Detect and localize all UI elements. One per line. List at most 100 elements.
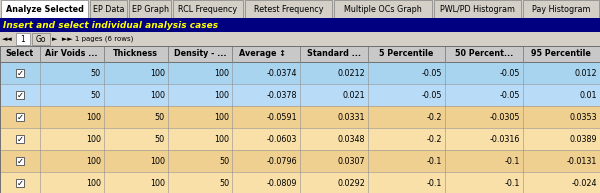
Bar xyxy=(434,0,521,18)
Text: EP Data: EP Data xyxy=(93,4,124,14)
Text: -0.1: -0.1 xyxy=(504,179,520,188)
Text: -0.0305: -0.0305 xyxy=(489,113,520,122)
Bar xyxy=(16,135,24,143)
Text: -0.0809: -0.0809 xyxy=(266,179,297,188)
Text: 100: 100 xyxy=(86,157,101,166)
Text: EP Graph: EP Graph xyxy=(131,4,169,14)
Text: Air Voids ...: Air Voids ... xyxy=(46,49,98,58)
Text: Retest Frequency: Retest Frequency xyxy=(254,4,323,14)
Text: Thickness: Thickness xyxy=(113,49,158,58)
Bar xyxy=(0,32,600,46)
Text: 100: 100 xyxy=(214,91,229,100)
Text: ►  ►► 1 pages (6 rows): ► ►► 1 pages (6 rows) xyxy=(52,36,133,42)
Text: Average ↕: Average ↕ xyxy=(239,49,286,58)
Text: -0.024: -0.024 xyxy=(571,179,597,188)
Text: 50 Percent...: 50 Percent... xyxy=(455,49,513,58)
Text: 50: 50 xyxy=(91,69,101,78)
Text: 100: 100 xyxy=(214,113,229,122)
Text: 0.0292: 0.0292 xyxy=(337,179,365,188)
Text: 100: 100 xyxy=(150,91,165,100)
Bar xyxy=(16,157,24,165)
Text: 50: 50 xyxy=(155,135,165,144)
Bar xyxy=(245,0,332,18)
Text: -0.1: -0.1 xyxy=(427,179,442,188)
Text: 100: 100 xyxy=(86,179,101,188)
Text: 100: 100 xyxy=(86,113,101,122)
Text: Density - ...: Density - ... xyxy=(174,49,226,58)
Text: 0.0212: 0.0212 xyxy=(337,69,365,78)
Text: 0.0331: 0.0331 xyxy=(337,113,365,122)
Bar xyxy=(173,0,243,18)
Text: -0.0374: -0.0374 xyxy=(266,69,297,78)
Text: 5 Percentile: 5 Percentile xyxy=(379,49,434,58)
Bar xyxy=(523,0,599,18)
Text: ✓: ✓ xyxy=(16,135,23,144)
Text: -0.05: -0.05 xyxy=(499,91,520,100)
Text: Standard ...: Standard ... xyxy=(307,49,361,58)
Text: ✓: ✓ xyxy=(16,91,23,100)
Bar xyxy=(0,46,600,62)
Text: 0.0348: 0.0348 xyxy=(337,135,365,144)
Text: -0.2: -0.2 xyxy=(427,113,442,122)
Bar xyxy=(334,0,432,18)
Bar xyxy=(0,150,600,172)
Text: -0.0796: -0.0796 xyxy=(266,157,297,166)
Text: Analyze Selected: Analyze Selected xyxy=(5,4,83,14)
Text: -0.0131: -0.0131 xyxy=(566,157,597,166)
Text: -0.0603: -0.0603 xyxy=(266,135,297,144)
Text: 0.01: 0.01 xyxy=(580,91,597,100)
Bar xyxy=(16,69,24,77)
Text: ✓: ✓ xyxy=(16,113,23,122)
Bar xyxy=(1,0,88,18)
Text: 100: 100 xyxy=(214,69,229,78)
Bar xyxy=(0,106,600,128)
Text: 50: 50 xyxy=(219,157,229,166)
Text: 0.0353: 0.0353 xyxy=(569,113,597,122)
Text: Insert and select individual analysis cases: Insert and select individual analysis ca… xyxy=(3,20,218,30)
Bar xyxy=(32,33,50,45)
Text: 0.021: 0.021 xyxy=(342,91,365,100)
Bar xyxy=(129,0,171,18)
Text: -0.1: -0.1 xyxy=(427,157,442,166)
Bar xyxy=(90,0,127,18)
Text: PWL/PD Histogram: PWL/PD Histogram xyxy=(440,4,515,14)
Text: 50: 50 xyxy=(91,91,101,100)
Text: 100: 100 xyxy=(150,157,165,166)
Text: 100: 100 xyxy=(150,179,165,188)
Text: -0.0378: -0.0378 xyxy=(266,91,297,100)
Text: Go: Go xyxy=(36,35,46,43)
Bar xyxy=(0,84,600,106)
Text: Multiple OCs Graph: Multiple OCs Graph xyxy=(344,4,422,14)
Text: -0.05: -0.05 xyxy=(422,69,442,78)
Text: -0.0591: -0.0591 xyxy=(266,113,297,122)
Text: -0.0316: -0.0316 xyxy=(489,135,520,144)
Text: 50: 50 xyxy=(219,179,229,188)
Bar xyxy=(16,33,30,45)
Bar xyxy=(0,18,600,32)
Bar xyxy=(16,179,24,187)
Text: ◄◄: ◄◄ xyxy=(2,36,13,42)
Text: -0.1: -0.1 xyxy=(504,157,520,166)
Text: 0.0389: 0.0389 xyxy=(569,135,597,144)
Bar xyxy=(16,91,24,99)
Text: 100: 100 xyxy=(86,135,101,144)
Text: 95 Percentile: 95 Percentile xyxy=(532,49,591,58)
Text: RCL Frequency: RCL Frequency xyxy=(178,4,238,14)
Bar xyxy=(16,113,24,121)
Text: 100: 100 xyxy=(214,135,229,144)
Text: 1: 1 xyxy=(20,35,25,43)
Text: -0.05: -0.05 xyxy=(422,91,442,100)
Bar xyxy=(0,172,600,193)
Text: ✓: ✓ xyxy=(16,179,23,188)
Text: Pay Histogram: Pay Histogram xyxy=(532,4,590,14)
Text: 0.012: 0.012 xyxy=(574,69,597,78)
Text: -0.05: -0.05 xyxy=(499,69,520,78)
Text: -0.2: -0.2 xyxy=(427,135,442,144)
Bar xyxy=(0,0,600,18)
Text: ✓: ✓ xyxy=(16,69,23,78)
Text: Select: Select xyxy=(6,49,34,58)
Bar xyxy=(0,128,600,150)
Text: ✓: ✓ xyxy=(16,157,23,166)
Text: 50: 50 xyxy=(155,113,165,122)
Bar xyxy=(0,62,600,84)
